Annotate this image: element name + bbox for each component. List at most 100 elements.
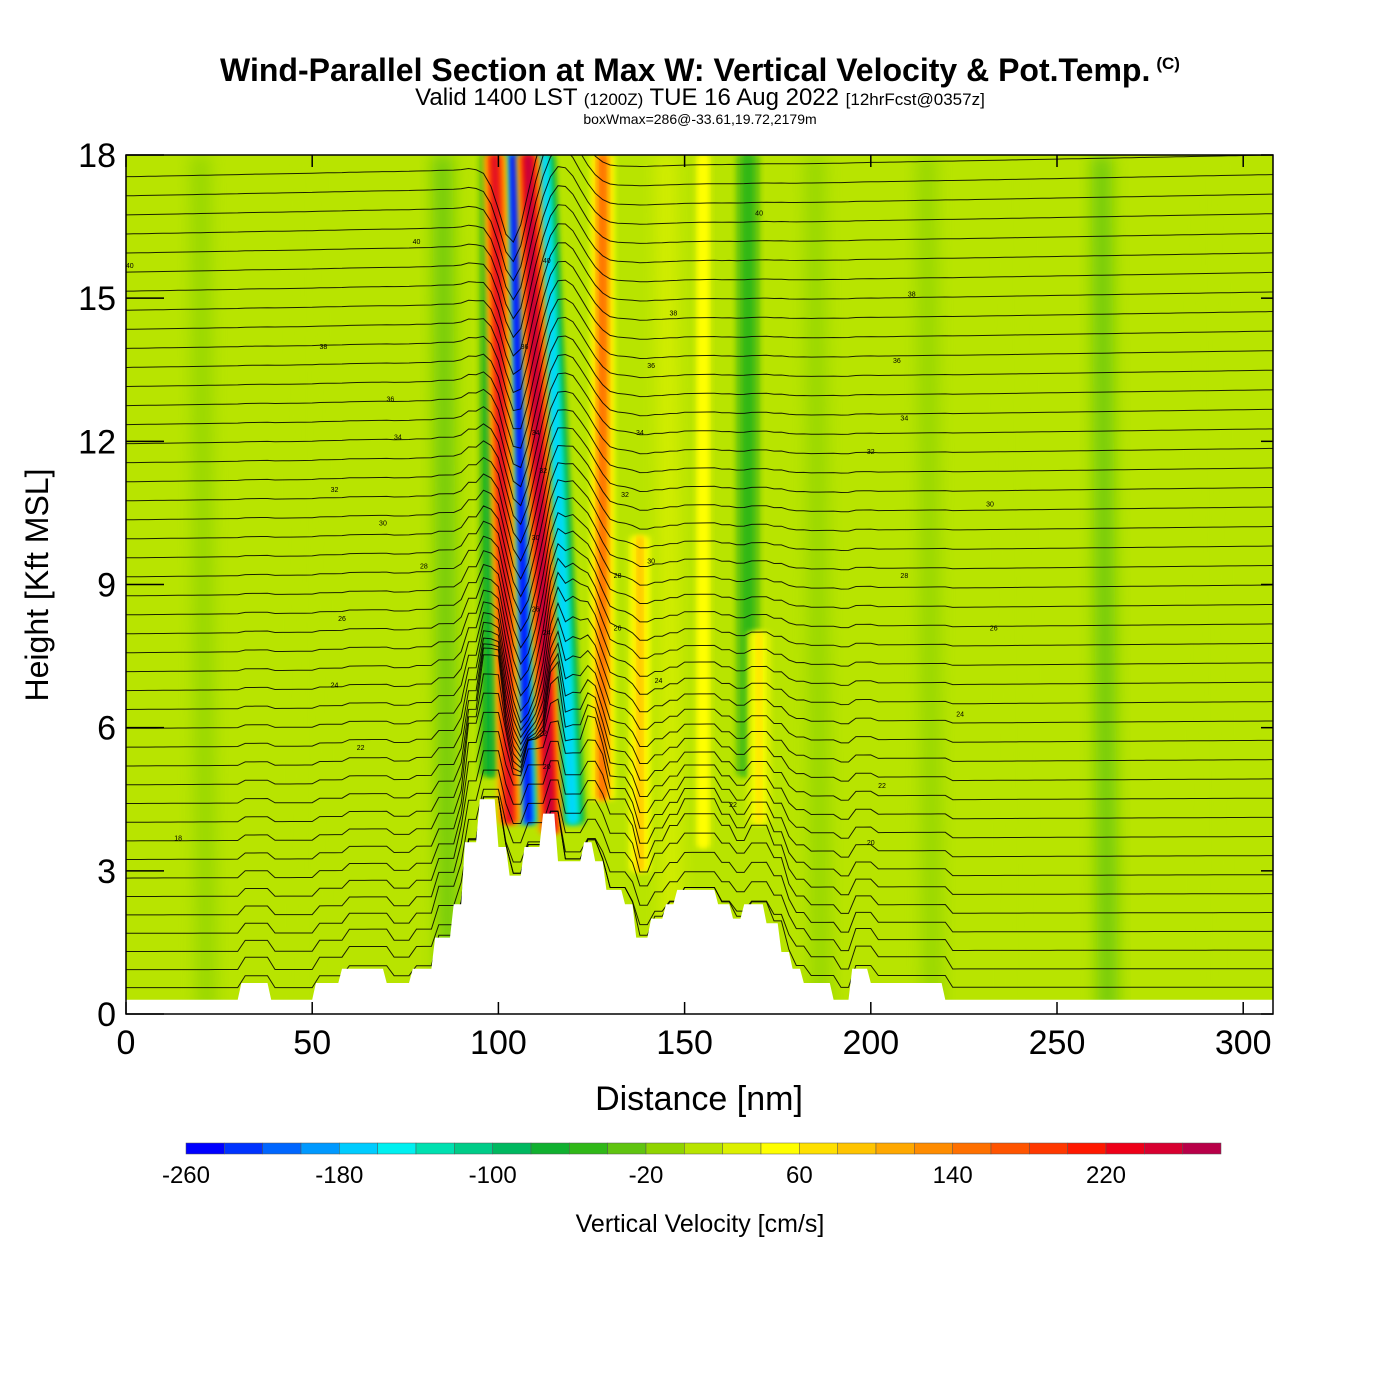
theta-contour: [126, 796, 1273, 952]
colorbar-tick-label: 140: [933, 1162, 973, 1189]
y-tick-label: 9: [97, 567, 116, 605]
colorbar-swatch: [722, 1142, 762, 1155]
forecast-info: [12hrFcst@0357z]: [845, 90, 985, 109]
contour-label: 24: [331, 683, 339, 690]
x-tick-label: 150: [656, 1024, 713, 1062]
colorbar-tick-label: -180: [315, 1162, 363, 1189]
colorbar-tick-label: -100: [469, 1162, 517, 1189]
theta-contour: [126, 586, 1273, 724]
theta-contour: [126, 335, 1273, 469]
theta-contour: [126, 353, 1273, 488]
colorbar-swatch: [415, 1142, 455, 1155]
theta-contour: [126, 372, 1273, 507]
theta-contour: [126, 316, 1273, 449]
colorbar-swatch: [530, 1142, 570, 1155]
colorbar-swatch: [990, 1142, 1030, 1155]
contour-label: 38: [908, 291, 916, 298]
theta-contour: [126, 279, 1273, 412]
contour-label: 32: [331, 487, 339, 494]
terrain: [126, 799, 1273, 1014]
theta-contour: [126, 462, 1273, 598]
x-tick-label: 100: [470, 1024, 527, 1062]
contour-label: 22: [357, 745, 365, 752]
contour-label: 30: [532, 535, 540, 542]
contour-label: 36: [521, 344, 529, 351]
theta-contour: [126, 692, 1273, 842]
y-tick-label: 0: [97, 996, 116, 1034]
theta-contour: [126, 629, 1273, 748]
colorbar-swatch: [645, 1142, 685, 1155]
contour-label: 30: [986, 501, 994, 508]
theta-contour: [126, 427, 1273, 562]
chart-title: Wind-Parallel Section at Max W: Vertical…: [0, 52, 1400, 89]
theta-contour: [126, 260, 1273, 394]
contour-label: 24: [655, 678, 663, 685]
theta-contour: [126, 204, 1273, 339]
theta-contour: [126, 185, 1273, 320]
contour-label: 36: [647, 363, 655, 370]
theta-contour: [126, 542, 1273, 682]
chart-subtitle: boxWmax=286@-33.61,19.72,2179m: [583, 111, 817, 127]
colorbar-swatch: [760, 1142, 800, 1155]
x-tick-label: 50: [293, 1024, 331, 1062]
contour-label: 18: [174, 835, 182, 842]
colorbar-swatch: [377, 1142, 417, 1155]
y-tick-label: 15: [78, 280, 116, 318]
colorbar-tick-label: -260: [162, 1162, 210, 1189]
updraft-core: [756, 632, 762, 824]
x-axis: 0 50 100 150 200 250 300: [117, 155, 1272, 1062]
colorbar-label: Vertical Velocity [cm/s]: [576, 1210, 825, 1238]
theta-contour: [126, 750, 1273, 897]
x-tick-label: 0: [117, 1024, 136, 1062]
theta-contour: [126, 641, 1273, 767]
theta-contour: [126, 495, 1273, 633]
contour-label: 20: [867, 840, 875, 847]
contour-label: 26: [990, 625, 998, 632]
contour-label: 34: [532, 430, 540, 437]
theta-contour: [126, 223, 1273, 357]
contour-labels: 40 40 40 40 38 38 38 36 36 36 36 34 34 34 34 32 32 32 32 30…: [126, 210, 998, 847]
colorbar-swatch: [339, 1142, 378, 1155]
theta-contour: [126, 711, 1273, 860]
theta-contour: [126, 409, 1273, 544]
terrain-mask: [126, 799, 1273, 1014]
colorbar-swatch: [1029, 1142, 1068, 1155]
potential-temperature-contours: [126, 155, 1273, 989]
contour-label: 22: [729, 802, 737, 809]
theta-contour: [126, 390, 1273, 526]
downdraft-core: [745, 155, 751, 776]
colorbar-swatch: [607, 1142, 647, 1155]
theta-contour: [126, 298, 1273, 430]
theta-contour: [126, 242, 1273, 376]
theta-contour: [126, 511, 1273, 649]
contour-label: 36: [893, 358, 901, 365]
vertical-velocity-field: [126, 155, 1273, 1014]
theta-contour: [126, 155, 1273, 243]
theta-contour: [126, 571, 1273, 712]
contour-label: 30: [647, 559, 655, 566]
contour-label: 26: [338, 616, 346, 623]
field-streak: [294, 155, 321, 1014]
colorbar-tick-label: 220: [1086, 1162, 1126, 1189]
contour-label: 28: [900, 573, 908, 580]
colorbar-swatch: [1105, 1142, 1145, 1155]
contour-label: 40: [126, 263, 134, 270]
updraft-core: [525, 155, 554, 833]
contour-label: 40: [755, 210, 763, 217]
contour-label: 24: [543, 630, 551, 637]
colorbar-tick-label: 60: [786, 1162, 813, 1189]
colorbar-swatch: [1182, 1142, 1222, 1155]
colorbar-swatch: [952, 1142, 992, 1155]
valid-utc: (1200Z): [583, 90, 644, 109]
theta-contour: [126, 647, 1273, 786]
theta-contour: [126, 166, 1273, 301]
contour-label: 28: [614, 573, 622, 580]
y-tick-label: 6: [97, 710, 116, 748]
theta-contour: [126, 731, 1273, 879]
theta-contour: [126, 557, 1273, 697]
colorbar-swatch: [224, 1142, 263, 1155]
contour-label: 32: [621, 492, 629, 499]
theta-contour: [126, 479, 1273, 616]
